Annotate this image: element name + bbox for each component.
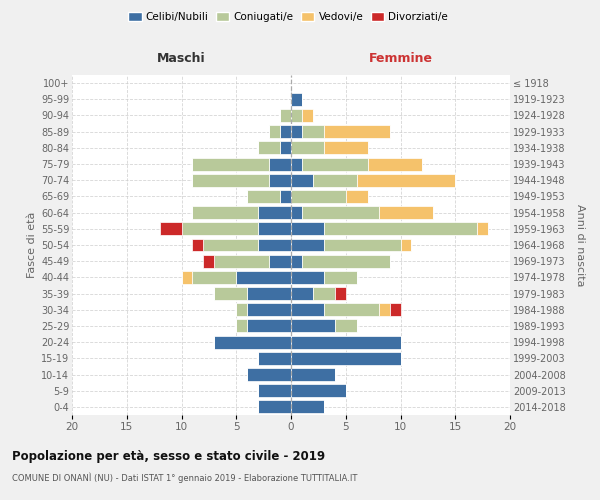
Bar [357,174,455,186]
Bar [368,158,422,170]
Bar [324,271,357,284]
Bar [324,142,368,154]
Bar [335,287,346,300]
Bar [269,174,291,186]
Bar [335,320,357,332]
Bar [291,222,324,235]
Bar [291,158,302,170]
Y-axis label: Anni di nascita: Anni di nascita [575,204,585,286]
Bar [291,287,313,300]
Bar [401,238,412,252]
Bar [291,93,302,106]
Bar [291,320,335,332]
Bar [302,206,379,219]
Bar [258,352,291,365]
Bar [291,206,302,219]
Bar [258,222,291,235]
Bar [291,384,346,397]
Bar [291,174,313,186]
Bar [193,238,203,252]
Bar [291,400,324,413]
Bar [291,336,401,348]
Bar [269,158,291,170]
Bar [379,206,433,219]
Bar [280,142,291,154]
Bar [214,254,269,268]
Bar [236,320,247,332]
Bar [291,368,335,381]
Bar [280,125,291,138]
Bar [291,271,324,284]
Bar [193,206,258,219]
Text: COMUNE DI ONANÌ (NU) - Dati ISTAT 1° gennaio 2019 - Elaborazione TUTTITALIA.IT: COMUNE DI ONANÌ (NU) - Dati ISTAT 1° gen… [12,472,358,483]
Bar [247,304,291,316]
Bar [258,206,291,219]
Bar [324,304,379,316]
Bar [302,109,313,122]
Bar [247,287,291,300]
Bar [324,222,477,235]
Bar [247,320,291,332]
Bar [291,352,401,365]
Y-axis label: Fasce di età: Fasce di età [26,212,37,278]
Bar [313,174,356,186]
Bar [324,238,401,252]
Bar [291,125,302,138]
Bar [346,190,368,203]
Bar [477,222,488,235]
Bar [302,158,368,170]
Bar [247,368,291,381]
Bar [269,254,291,268]
Bar [193,158,269,170]
Bar [302,125,324,138]
Bar [236,304,247,316]
Bar [291,304,324,316]
Bar [193,174,269,186]
Bar [313,287,335,300]
Bar [324,125,389,138]
Legend: Celibi/Nubili, Coniugati/e, Vedovi/e, Divorziati/e: Celibi/Nubili, Coniugati/e, Vedovi/e, Di… [124,8,452,26]
Bar [291,238,324,252]
Bar [182,271,193,284]
Bar [214,287,247,300]
Bar [291,190,346,203]
Bar [280,190,291,203]
Bar [291,254,302,268]
Bar [258,142,280,154]
Bar [379,304,389,316]
Bar [302,254,389,268]
Bar [389,304,401,316]
Bar [247,190,280,203]
Bar [258,238,291,252]
Bar [258,384,291,397]
Bar [291,109,302,122]
Text: Maschi: Maschi [157,52,206,66]
Bar [203,254,214,268]
Text: Popolazione per età, sesso e stato civile - 2019: Popolazione per età, sesso e stato civil… [12,450,325,463]
Bar [160,222,181,235]
Bar [214,336,291,348]
Bar [193,271,236,284]
Text: Femmine: Femmine [368,52,433,66]
Bar [291,142,324,154]
Bar [203,238,258,252]
Bar [236,271,291,284]
Bar [258,400,291,413]
Bar [280,109,291,122]
Bar [269,125,280,138]
Bar [181,222,258,235]
